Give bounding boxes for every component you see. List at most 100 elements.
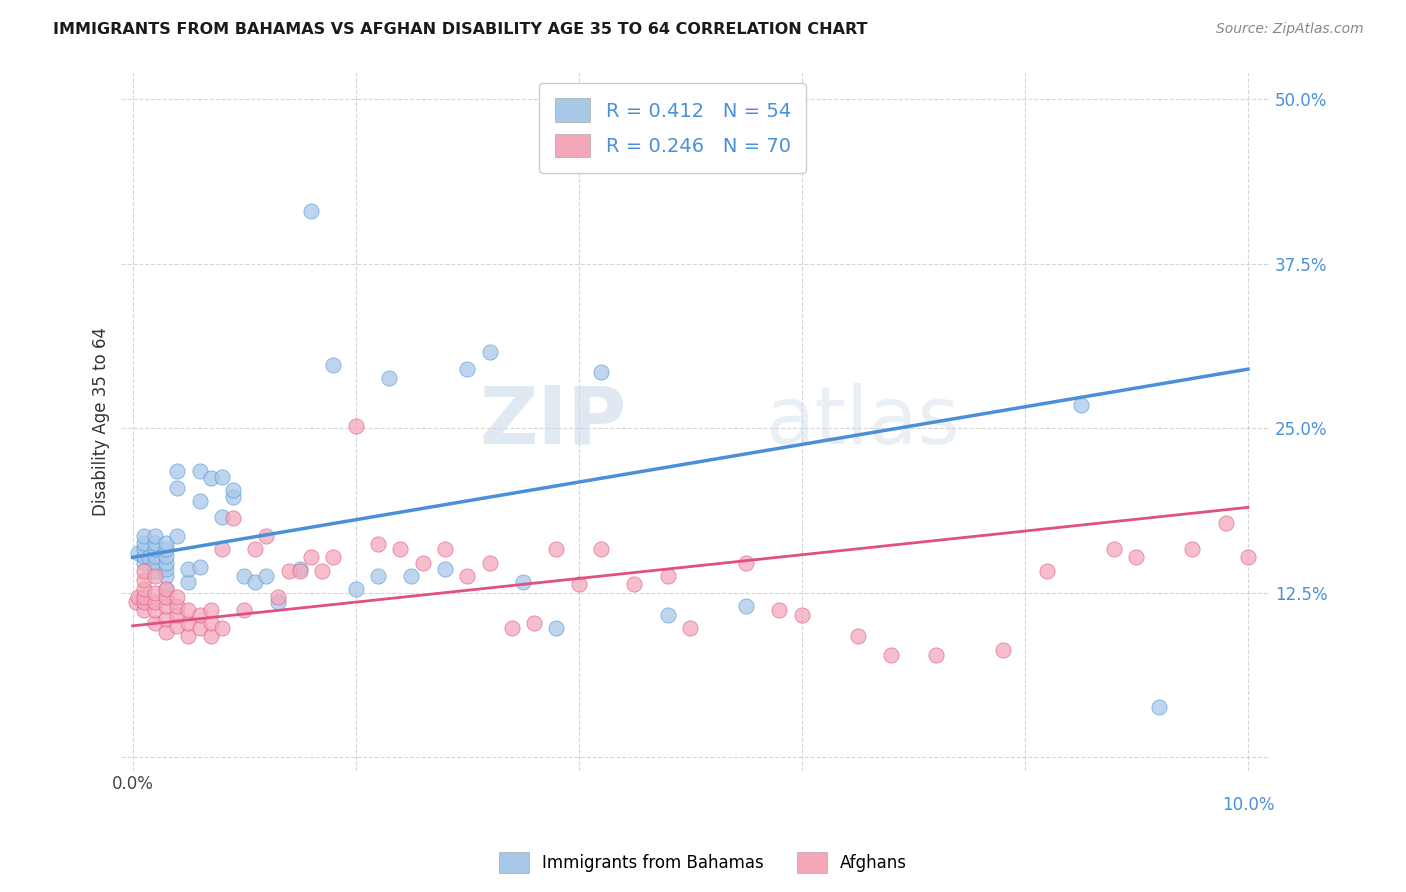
Point — [188, 463, 211, 477]
Point — [143, 569, 166, 583]
Point — [188, 493, 211, 508]
Point — [132, 595, 155, 609]
Point — [512, 575, 534, 590]
Point — [456, 569, 478, 583]
Text: atlas: atlas — [765, 383, 959, 461]
Point — [924, 648, 946, 662]
Point — [125, 595, 148, 609]
Point — [143, 529, 166, 543]
Point — [143, 586, 166, 600]
Text: IMMIGRANTS FROM BAHAMAS VS AFGHAN DISABILITY AGE 35 TO 64 CORRELATION CHART: IMMIGRANTS FROM BAHAMAS VS AFGHAN DISABI… — [53, 22, 868, 37]
Point — [188, 622, 211, 636]
Text: ZIP: ZIP — [479, 383, 627, 461]
Point — [132, 542, 155, 557]
Point — [143, 595, 166, 609]
Point — [311, 564, 333, 578]
Point — [155, 582, 177, 596]
Point — [735, 556, 758, 570]
Point — [245, 542, 267, 557]
Point — [623, 576, 645, 591]
Point — [132, 556, 155, 570]
Point — [143, 556, 166, 570]
Point — [433, 542, 456, 557]
Point — [389, 542, 412, 557]
Point — [166, 590, 188, 604]
Point — [568, 576, 591, 591]
Point — [735, 599, 758, 613]
Point — [233, 603, 256, 617]
Point — [177, 562, 200, 576]
Point — [177, 629, 200, 643]
Point — [266, 595, 288, 609]
Point — [132, 529, 155, 543]
Point — [132, 582, 155, 596]
Point — [367, 537, 389, 551]
Point — [1147, 700, 1170, 714]
Point — [245, 575, 267, 590]
Point — [127, 590, 149, 604]
Point — [266, 590, 288, 604]
Point — [143, 549, 166, 563]
Point — [501, 622, 523, 636]
Point — [155, 556, 177, 570]
Point — [254, 529, 277, 543]
Point — [523, 616, 546, 631]
Point — [155, 599, 177, 613]
Point — [254, 569, 277, 583]
Point — [166, 608, 188, 623]
Point — [790, 608, 813, 623]
Point — [143, 603, 166, 617]
Point — [211, 542, 233, 557]
Point — [589, 365, 612, 379]
Point — [155, 542, 177, 557]
Point — [177, 603, 200, 617]
Point — [322, 550, 344, 565]
Text: Source: ZipAtlas.com: Source: ZipAtlas.com — [1216, 22, 1364, 37]
Point — [143, 536, 166, 550]
Point — [378, 371, 401, 385]
Point — [155, 590, 177, 604]
Point — [155, 569, 177, 583]
Point — [412, 556, 434, 570]
Point — [233, 569, 256, 583]
Point — [166, 619, 188, 633]
Point — [177, 616, 200, 631]
Point — [478, 345, 501, 359]
Point — [166, 529, 188, 543]
Point — [322, 358, 344, 372]
Point — [132, 590, 155, 604]
Point — [991, 642, 1014, 657]
Point — [456, 362, 478, 376]
Legend: Immigrants from Bahamas, Afghans: Immigrants from Bahamas, Afghans — [492, 846, 914, 880]
Point — [166, 463, 188, 477]
Point — [138, 550, 160, 565]
Point — [166, 599, 188, 613]
Text: 10.0%: 10.0% — [1222, 797, 1274, 814]
Point — [155, 549, 177, 563]
Point — [155, 625, 177, 640]
Point — [288, 564, 311, 578]
Point — [188, 608, 211, 623]
Y-axis label: Disability Age 35 to 64: Disability Age 35 to 64 — [93, 327, 110, 516]
Point — [546, 542, 568, 557]
Point — [344, 418, 367, 433]
Point — [679, 622, 702, 636]
Point — [222, 483, 245, 498]
Point — [288, 562, 311, 576]
Point — [127, 546, 149, 560]
Point — [143, 616, 166, 631]
Point — [1215, 516, 1237, 531]
Point — [211, 509, 233, 524]
Point — [1036, 564, 1059, 578]
Point — [200, 603, 222, 617]
Point — [299, 204, 322, 219]
Point — [344, 582, 367, 596]
Point — [143, 542, 166, 557]
Point — [155, 562, 177, 576]
Point — [1125, 550, 1147, 565]
Point — [589, 542, 612, 557]
Point — [846, 629, 869, 643]
Point — [166, 481, 188, 495]
Point — [132, 549, 155, 563]
Point — [211, 622, 233, 636]
